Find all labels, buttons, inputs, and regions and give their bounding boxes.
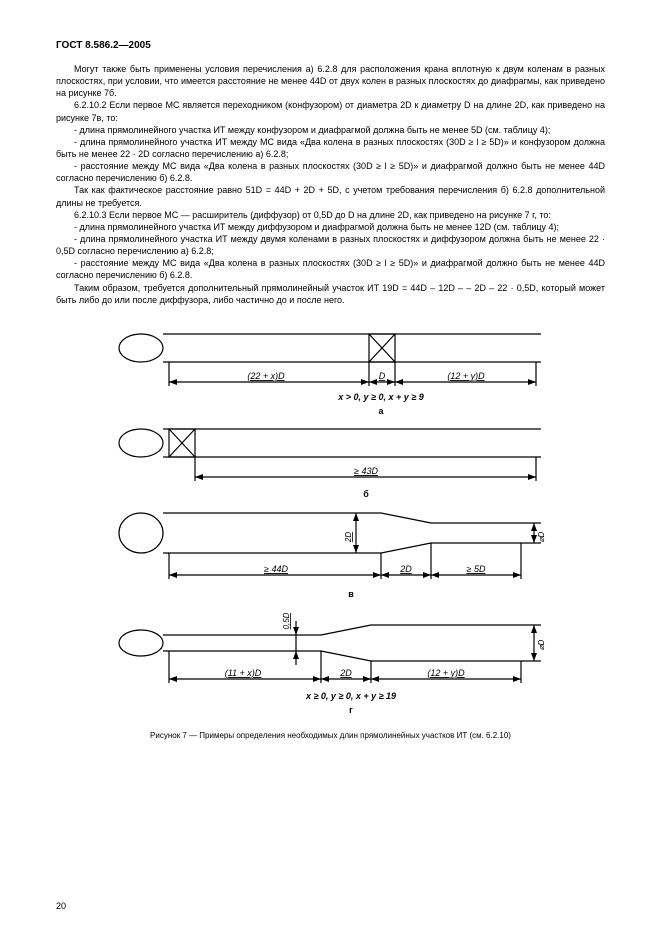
paragraph: - расстояние между МС вида «Два колена в… [56, 160, 605, 184]
paragraph: 6.2.10.2 Если первое МС является переход… [56, 99, 605, 123]
paragraph: Могут также быть применены условия переч… [56, 63, 605, 99]
dim-label: 0,5D [282, 613, 291, 629]
dim-label: ≥ 5D [466, 564, 485, 574]
dim-label: 2D [344, 531, 353, 542]
dim-label: ⌀D [537, 531, 546, 542]
figure-caption: Рисунок 7 — Примеры определения необходи… [56, 731, 605, 740]
condition-label: x > 0, y ≥ 0, x + y ≥ 9 [337, 392, 423, 402]
figure-7a: (22 + x)D D (12 + y)D x > 0, y ≥ 0, x + … [111, 328, 551, 423]
sublabel: г [349, 705, 353, 715]
dim-label: D [378, 371, 385, 381]
body-text: Могут также быть применены условия переч… [56, 63, 605, 306]
dim-label: 2D [339, 668, 352, 678]
dim-label: (12 + y)D [447, 371, 485, 381]
dim-label: (12 + y)D [427, 668, 465, 678]
paragraph: - расстояние между МС вида «Два колена в… [56, 257, 605, 281]
sublabel: в [348, 589, 354, 599]
sublabel: а [378, 406, 384, 416]
paragraph: Таким образом, требуется дополнительный … [56, 282, 605, 306]
dim-label: (11 + x)D [224, 668, 261, 678]
figure-7g: 0,5D ⌀D (11 + x)D 2D (12 + y)D x ≥ 0, y … [111, 613, 551, 723]
dim-label: ≥ 43D [354, 466, 378, 476]
paragraph: Так как фактическое расстояние равно 51D… [56, 184, 605, 208]
figure-7v: 2D ⌀D ≥ 44D 2D ≥ 5D в [111, 505, 551, 613]
document-header: ГОСТ 8.586.2—2005 [56, 40, 605, 51]
dim-label: 2D [399, 564, 412, 574]
figure-7: (22 + x)D D (12 + y)D x > 0, y ≥ 0, x + … [56, 328, 605, 740]
sublabel: б [363, 489, 369, 499]
paragraph: - длина прямолинейного участка ИТ между … [56, 136, 605, 160]
page-number: 20 [56, 901, 66, 911]
paragraph: - длина прямолинейного участка ИТ между … [56, 221, 605, 233]
paragraph: - длина прямолинейного участка ИТ между … [56, 233, 605, 257]
dim-label: ⌀D [537, 639, 546, 650]
figure-7b: ≥ 43D б [111, 423, 551, 505]
dim-label: (22 + x)D [247, 371, 285, 381]
paragraph: 6.2.10.3 Если первое МС — расширитель (д… [56, 209, 605, 221]
paragraph: - длина прямолинейного участка ИТ между … [56, 124, 605, 136]
condition-label: x ≥ 0, y ≥ 0, x + y ≥ 19 [304, 691, 395, 701]
dim-label: ≥ 44D [264, 564, 288, 574]
